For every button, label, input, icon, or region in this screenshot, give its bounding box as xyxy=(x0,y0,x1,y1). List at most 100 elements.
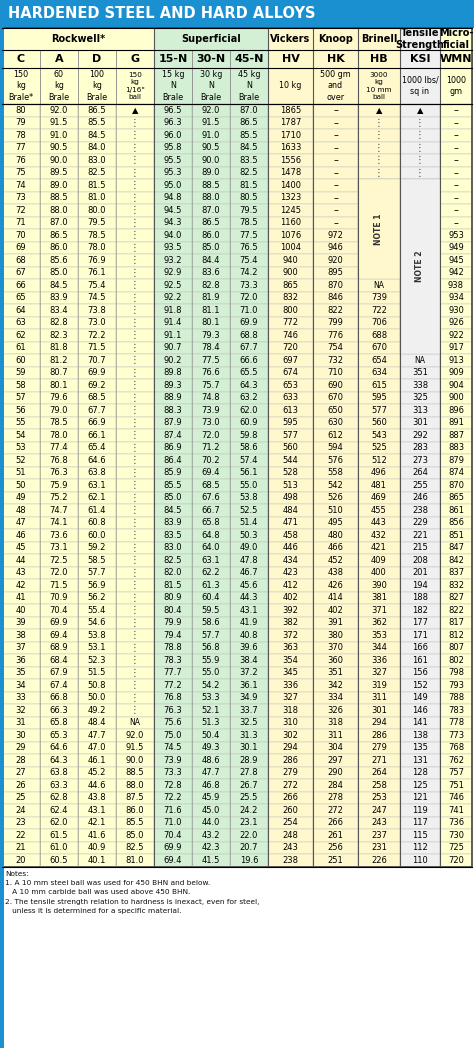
Text: 41.9: 41.9 xyxy=(240,618,258,628)
Text: ⋮: ⋮ xyxy=(130,467,140,478)
Text: 51: 51 xyxy=(16,468,26,477)
Text: 60.9: 60.9 xyxy=(240,418,258,428)
Bar xyxy=(313,729,358,742)
Bar xyxy=(313,479,358,492)
Text: 870: 870 xyxy=(328,281,344,289)
Bar xyxy=(78,616,116,629)
Text: 471: 471 xyxy=(283,519,299,527)
Text: 85.5: 85.5 xyxy=(164,481,182,489)
Text: 46.1: 46.1 xyxy=(88,756,106,765)
Text: 48.4: 48.4 xyxy=(88,718,106,727)
Bar xyxy=(154,291,192,304)
Bar xyxy=(154,116,192,129)
Text: ⋮: ⋮ xyxy=(130,155,140,166)
Text: 577: 577 xyxy=(371,406,387,415)
Bar xyxy=(230,329,268,342)
Bar xyxy=(116,554,154,567)
Text: 91.8: 91.8 xyxy=(164,306,182,314)
Text: 74.5: 74.5 xyxy=(88,293,106,302)
Text: 36: 36 xyxy=(16,656,27,664)
Bar xyxy=(2,692,40,704)
Text: 221: 221 xyxy=(412,530,428,540)
Bar xyxy=(78,517,116,529)
Text: 41: 41 xyxy=(16,593,26,603)
Bar xyxy=(116,254,154,266)
Bar xyxy=(40,754,78,766)
Text: 30-N: 30-N xyxy=(196,54,226,64)
Bar xyxy=(2,641,40,654)
Text: 41.5: 41.5 xyxy=(202,856,220,865)
Text: ⋮: ⋮ xyxy=(130,693,140,703)
Text: 455: 455 xyxy=(371,506,387,515)
Bar xyxy=(230,578,268,591)
Text: 70: 70 xyxy=(16,231,27,240)
Text: 271: 271 xyxy=(371,756,387,765)
Text: 36.1: 36.1 xyxy=(240,681,258,690)
Text: 354: 354 xyxy=(283,656,299,664)
Text: 150
kg
Brale*: 150 kg Brale* xyxy=(9,70,34,102)
Text: 86.5: 86.5 xyxy=(50,231,68,240)
Bar xyxy=(116,641,154,654)
Bar xyxy=(2,230,40,241)
Bar xyxy=(78,429,116,441)
Text: 318: 318 xyxy=(283,705,299,715)
Text: 72.2: 72.2 xyxy=(164,793,182,803)
Text: 95.3: 95.3 xyxy=(164,169,182,177)
Bar xyxy=(230,554,268,567)
Bar xyxy=(192,829,230,842)
Text: 53.8: 53.8 xyxy=(88,631,106,639)
Text: 74.5: 74.5 xyxy=(164,743,182,752)
Bar xyxy=(440,616,472,629)
Text: 67.7: 67.7 xyxy=(240,344,258,352)
Text: 264: 264 xyxy=(371,768,387,778)
Bar xyxy=(313,692,358,704)
Bar xyxy=(400,291,440,304)
Text: ⋮: ⋮ xyxy=(130,168,140,178)
Text: 653: 653 xyxy=(283,380,299,390)
Text: 710: 710 xyxy=(328,368,344,377)
Bar xyxy=(192,241,230,254)
Text: –: – xyxy=(454,180,458,191)
Text: 650: 650 xyxy=(328,406,344,415)
Text: 91.0: 91.0 xyxy=(202,131,220,139)
Bar xyxy=(400,667,440,679)
Bar xyxy=(2,329,40,342)
Text: 43.1: 43.1 xyxy=(240,606,258,615)
Text: 62.4: 62.4 xyxy=(50,806,68,814)
Bar xyxy=(358,167,400,179)
Bar xyxy=(440,754,472,766)
Bar xyxy=(313,567,358,578)
Bar xyxy=(40,329,78,342)
Text: 930: 930 xyxy=(448,306,464,314)
Bar xyxy=(400,50,440,68)
Text: 362: 362 xyxy=(371,618,387,628)
Text: 88.5: 88.5 xyxy=(202,180,220,190)
Bar xyxy=(192,804,230,816)
Bar xyxy=(268,641,313,654)
Text: 334: 334 xyxy=(328,693,344,702)
Text: 248: 248 xyxy=(283,831,299,839)
Bar xyxy=(313,167,358,179)
Text: 82.0: 82.0 xyxy=(164,568,182,577)
Text: 412: 412 xyxy=(283,581,298,590)
Text: 722: 722 xyxy=(371,306,387,314)
Bar xyxy=(2,454,40,466)
Bar xyxy=(78,554,116,567)
Text: 50.8: 50.8 xyxy=(88,681,106,690)
Text: NA: NA xyxy=(129,718,140,727)
Bar xyxy=(78,591,116,604)
Bar xyxy=(192,667,230,679)
Bar xyxy=(268,104,313,116)
Bar xyxy=(230,492,268,504)
Text: 61.0: 61.0 xyxy=(50,844,68,852)
Bar xyxy=(192,392,230,403)
Bar xyxy=(400,704,440,717)
Bar xyxy=(192,403,230,416)
Text: 79.3: 79.3 xyxy=(202,331,220,340)
Text: 768: 768 xyxy=(448,743,464,752)
Bar xyxy=(40,692,78,704)
Text: 44.3: 44.3 xyxy=(240,593,258,603)
Text: 283: 283 xyxy=(412,443,428,453)
Bar xyxy=(2,254,40,266)
Bar xyxy=(192,379,230,392)
